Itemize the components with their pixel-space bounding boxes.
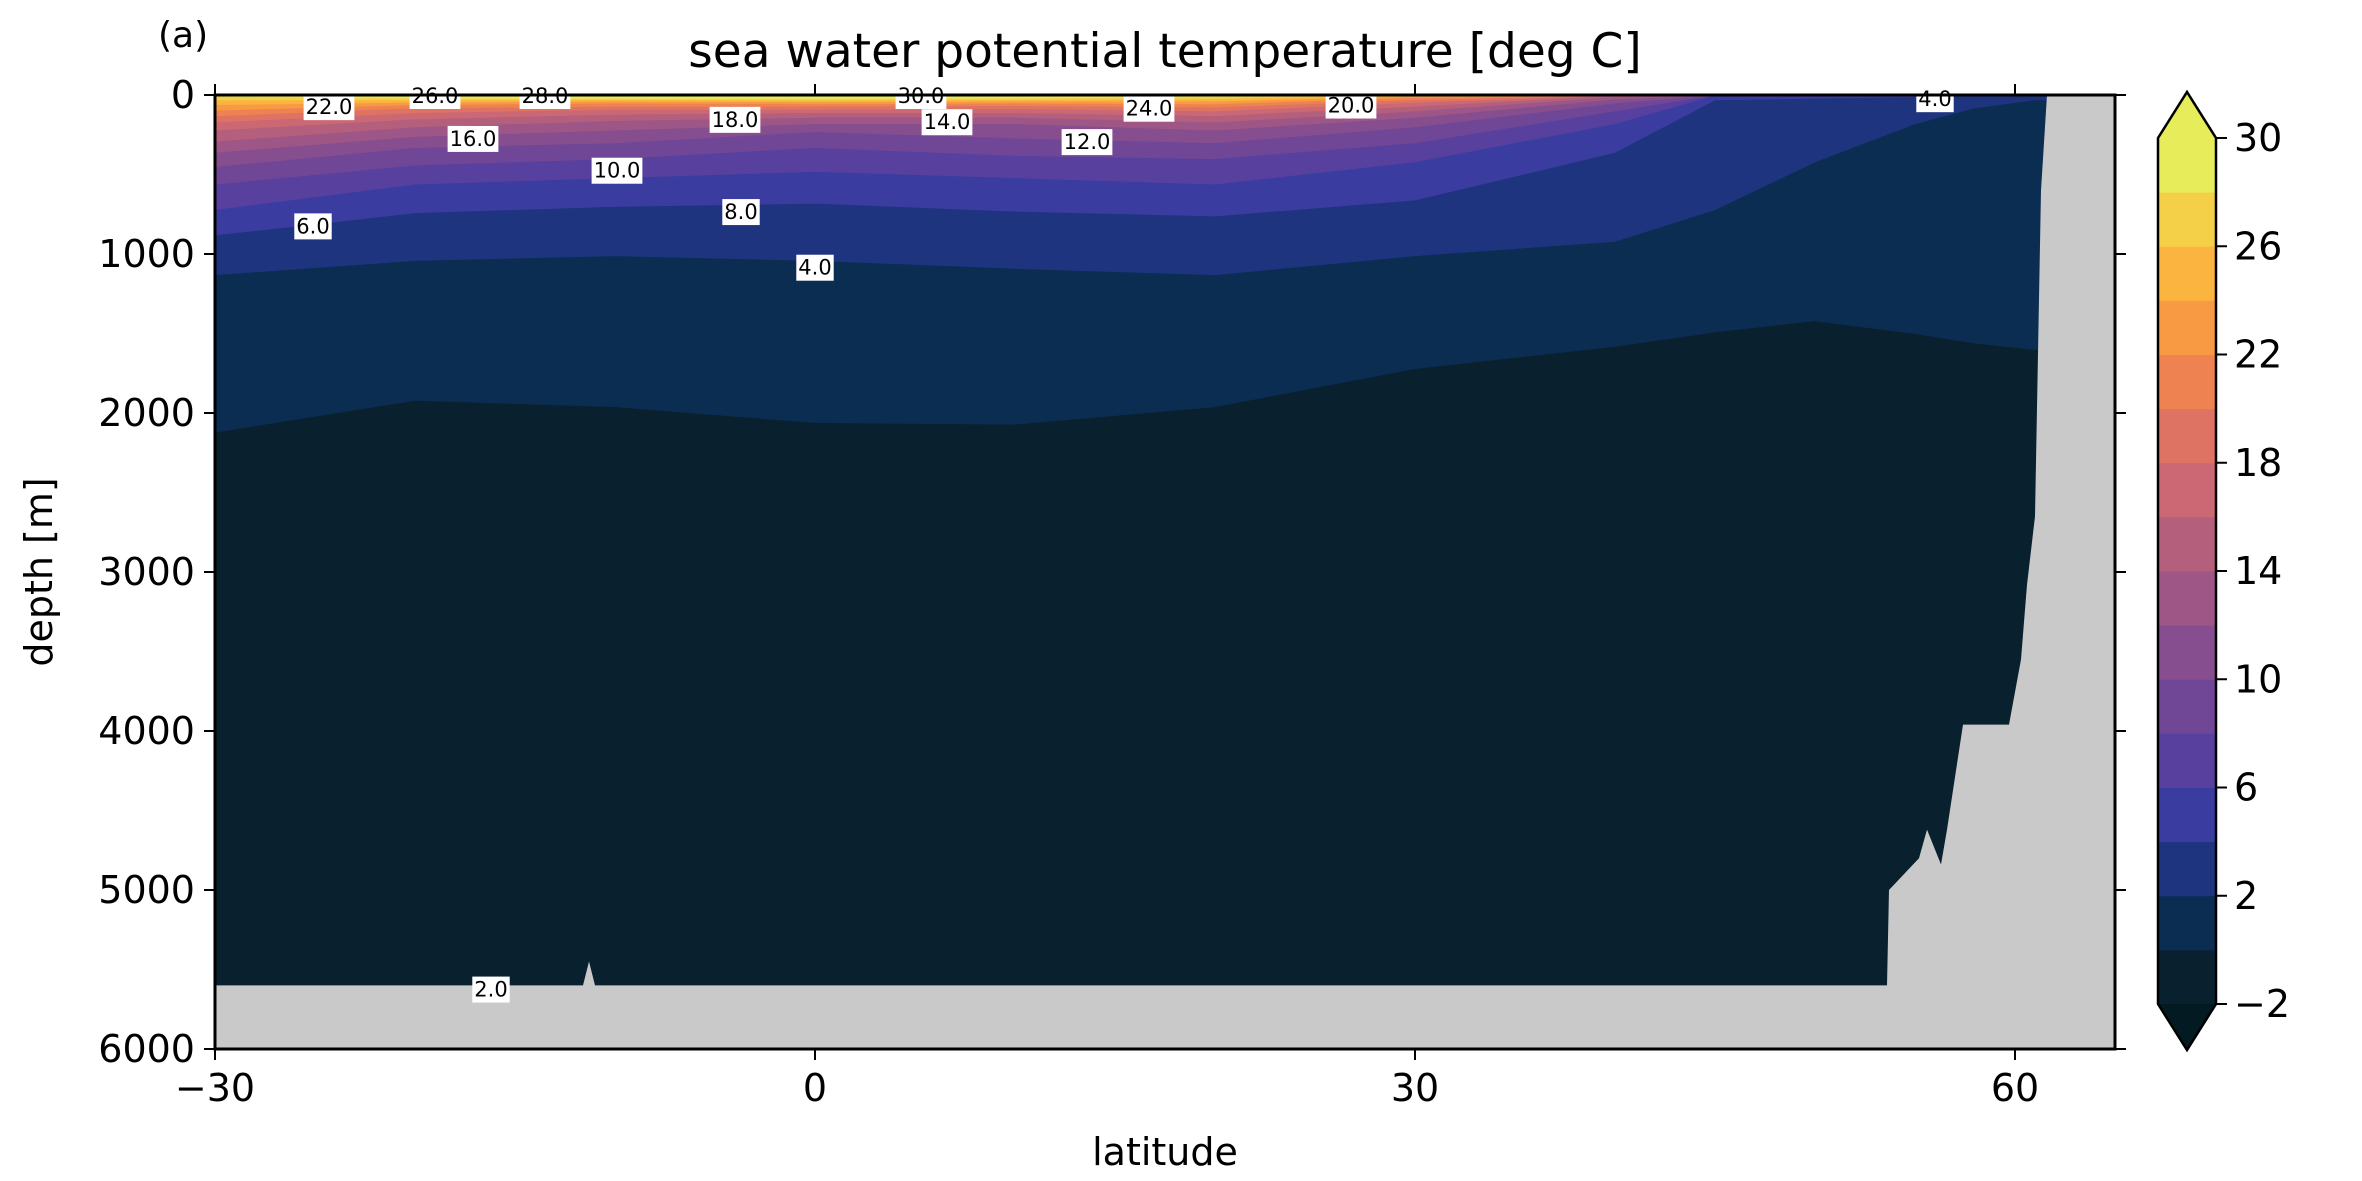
- colorbar-segment: [2158, 895, 2216, 951]
- contour-label: 16.0: [450, 127, 497, 151]
- contour-label: 6.0: [296, 214, 329, 238]
- chart-title: sea water potential temperature [deg C]: [688, 24, 1641, 79]
- contour-label: 24.0: [1126, 97, 1173, 121]
- x-axis-ticks: −30 0 30 60: [175, 84, 2039, 1110]
- colorbar-segment: [2158, 516, 2216, 572]
- seafloor-land: [215, 95, 2115, 1049]
- colorbar-segment: [2158, 192, 2216, 247]
- y-tick-label: 4000: [98, 709, 195, 753]
- contour-label-bg: [472, 976, 510, 1003]
- contour-label: 2.0: [474, 978, 507, 1002]
- colorbar-segment: [2158, 625, 2216, 680]
- contour-label-bg: [303, 94, 355, 121]
- colorbar-segment: [2158, 246, 2216, 301]
- colorbar-tick-label: 22: [2234, 333, 2282, 377]
- colorbar-segment: [2158, 462, 2216, 518]
- contour-label: 22.0: [306, 95, 353, 119]
- contour-label-bg: [591, 157, 643, 184]
- x-tick-label: −30: [175, 1066, 255, 1110]
- colorbar-segment: [2158, 733, 2216, 788]
- colorbar-segment: [2158, 571, 2216, 626]
- x-tick-label: 30: [1391, 1066, 1439, 1110]
- colorbar-tick-label: 18: [2234, 441, 2282, 485]
- x-axis-label: latitude: [1092, 1130, 1238, 1174]
- colorbar-segment: [2158, 949, 2216, 1005]
- contour-label-bg: [722, 199, 760, 226]
- y-tick-label: 3000: [98, 550, 195, 594]
- y-tick-label: 0: [171, 73, 195, 117]
- panel-label: (a): [158, 15, 208, 56]
- colorbar-tick-label: −2: [2234, 982, 2290, 1026]
- contour-label: 4.0: [798, 256, 831, 280]
- colorbar-segment: [2158, 138, 2216, 193]
- contour-label-bg: [1123, 95, 1175, 122]
- contour-label-bg: [1061, 129, 1113, 156]
- contour-label-bg: [1916, 86, 1954, 113]
- contour-label-bg: [1325, 92, 1377, 119]
- y-axis-ticks: 0 1000 2000 3000 4000 5000 6000: [98, 73, 2126, 1071]
- y-tick-label: 5000: [98, 868, 195, 912]
- y-axis-label: depth [m]: [17, 477, 61, 666]
- contour-label: 10.0: [594, 159, 641, 183]
- contour-label-bg: [796, 254, 834, 281]
- x-tick-label: 60: [1991, 1066, 2039, 1110]
- contour-label: 8.0: [724, 200, 757, 224]
- contour-label: 4.0: [1918, 87, 1951, 111]
- colorbar-tick-label: 6: [2234, 766, 2258, 810]
- colorbar-segment: [2158, 679, 2216, 734]
- colorbar-extend-max: [2158, 92, 2216, 138]
- contour-label: 18.0: [712, 108, 759, 132]
- colorbar-extend-min: [2158, 1004, 2216, 1050]
- colorbar-segment: [2158, 300, 2216, 355]
- colorbar-tick-label: 14: [2234, 549, 2282, 593]
- colorbar-tick-label: 30: [2234, 116, 2282, 160]
- colorbar-tick-label: 10: [2234, 657, 2282, 701]
- temperature-bands: [215, 95, 2115, 1049]
- contour-label: 14.0: [924, 110, 971, 134]
- contour-label-bg: [447, 125, 499, 152]
- colorbar-segment: [2158, 354, 2216, 410]
- colorbar-tick-label: 26: [2234, 224, 2282, 268]
- y-tick-label: 2000: [98, 391, 195, 435]
- plot-area: [215, 95, 2115, 1049]
- colorbar-segment: [2158, 408, 2216, 464]
- contour-label-bg: [709, 106, 761, 133]
- colorbar-segment: [2158, 787, 2216, 843]
- x-tick-label: 0: [803, 1066, 827, 1110]
- contour-label-bg: [294, 213, 332, 240]
- colorbar-tick-label: 2: [2234, 874, 2258, 918]
- contour-label-bg: [921, 109, 973, 136]
- colorbar-segment: [2158, 841, 2216, 897]
- y-tick-label: 1000: [98, 232, 195, 276]
- contour-label: 12.0: [1064, 130, 1111, 154]
- contour-label: 20.0: [1328, 94, 1375, 118]
- y-tick-label: 6000: [98, 1027, 195, 1071]
